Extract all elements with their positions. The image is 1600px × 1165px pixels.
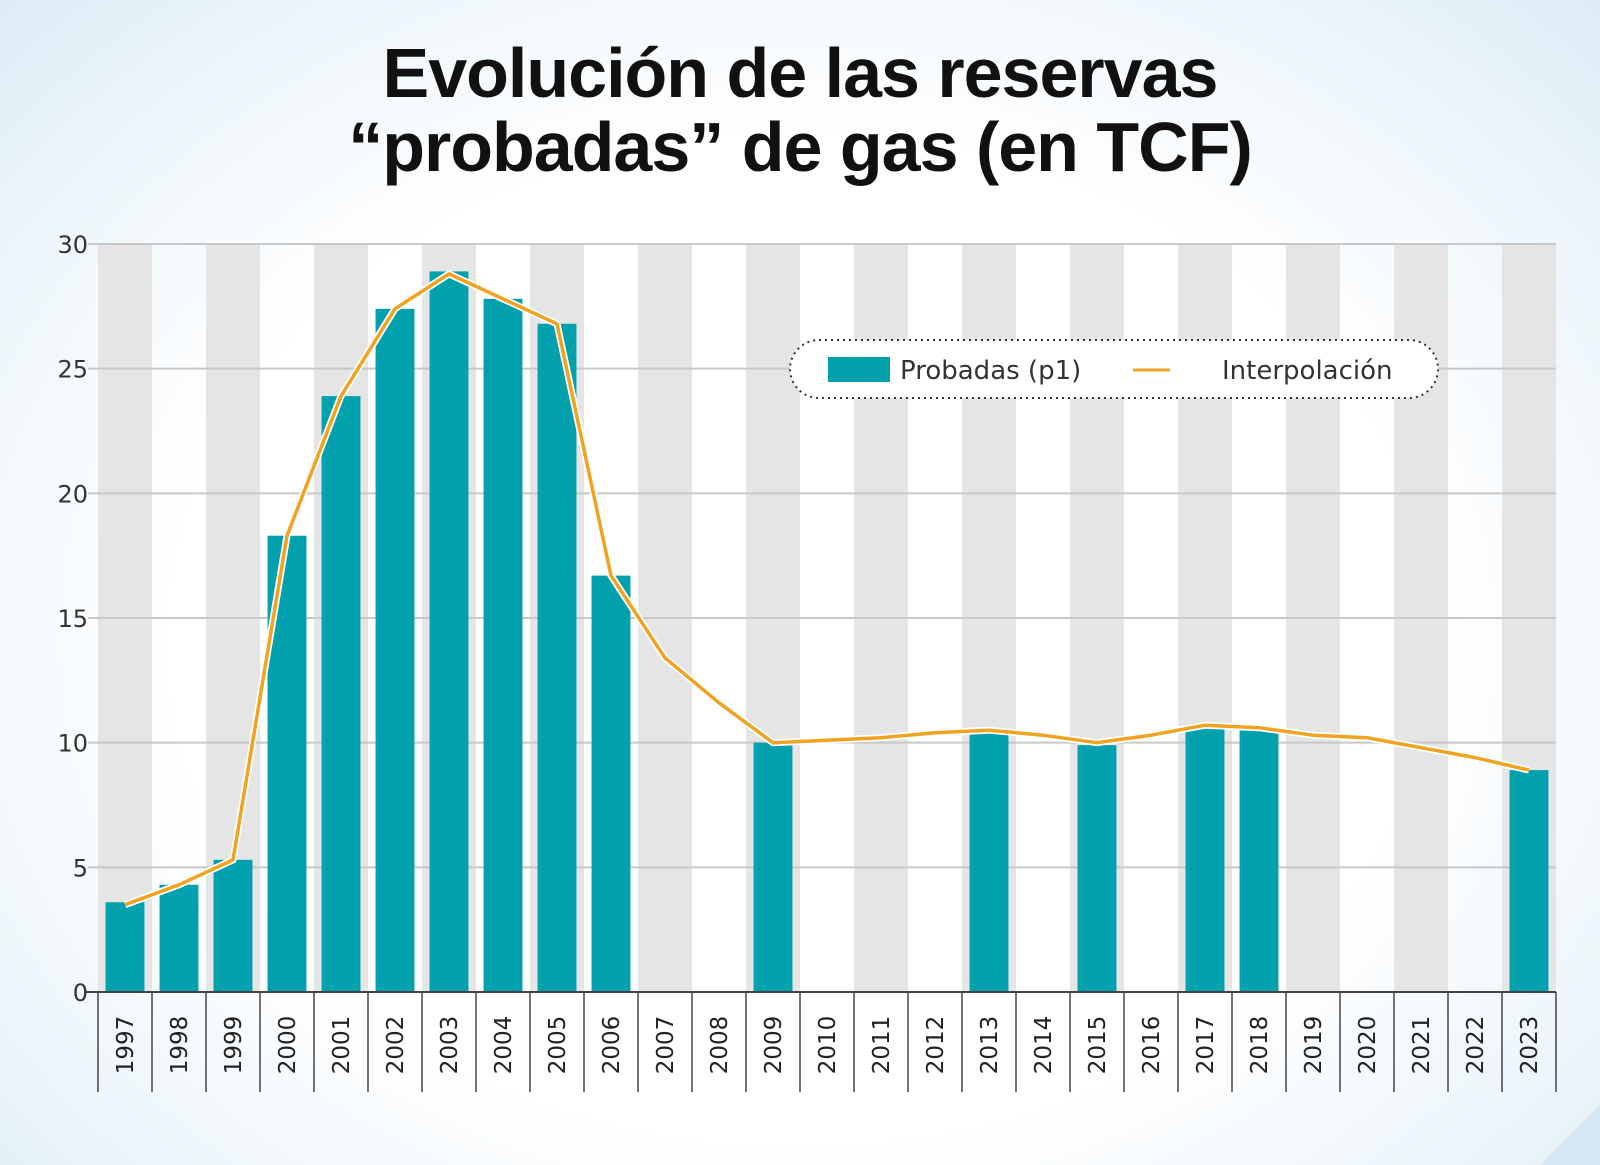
bar-2009 xyxy=(753,742,793,992)
bar-2023 xyxy=(1509,770,1549,992)
x-tick-2020: 2020 xyxy=(1355,1016,1381,1075)
y-tick-25: 25 xyxy=(57,356,88,384)
x-tick-2010: 2010 xyxy=(815,1016,841,1075)
bar-1997 xyxy=(105,902,145,992)
x-tick-2022: 2022 xyxy=(1463,1016,1489,1075)
chart-title: Evolución de las reservas “probadas” de … xyxy=(0,36,1600,184)
x-tick-2003: 2003 xyxy=(437,1016,463,1075)
axes xyxy=(86,991,1557,1092)
bar-2013 xyxy=(969,732,1009,992)
x-tick-1997: 1997 xyxy=(113,1016,139,1075)
bar-2018 xyxy=(1239,730,1279,992)
x-tick-2016: 2016 xyxy=(1139,1016,1165,1075)
x-tick-2006: 2006 xyxy=(599,1016,625,1075)
x-tick-2013: 2013 xyxy=(977,1016,1003,1075)
x-tick-2023: 2023 xyxy=(1517,1016,1543,1075)
x-tick-2007: 2007 xyxy=(653,1016,679,1075)
corner-decoration xyxy=(1540,1105,1600,1165)
y-tick-labels: 0 5 10 15 20 25 30 xyxy=(57,231,88,1007)
x-tick-1999: 1999 xyxy=(221,1016,247,1075)
bar-2006 xyxy=(591,575,631,992)
interpolation-line-path xyxy=(124,272,1530,907)
bar-2005 xyxy=(537,323,577,993)
title-line-2: “probadas” de gas (en TCF) xyxy=(348,108,1253,186)
x-tick-2001: 2001 xyxy=(329,1016,355,1075)
interpolation-line xyxy=(123,270,1530,908)
x-tick-2019: 2019 xyxy=(1301,1016,1327,1075)
x-tick-2008: 2008 xyxy=(707,1016,733,1075)
bar-1999 xyxy=(213,859,253,992)
legend-label-interpolacion: Interpolación xyxy=(1222,356,1393,386)
bar-2002 xyxy=(375,308,415,992)
y-tick-15: 15 xyxy=(57,605,88,633)
x-tick-2012: 2012 xyxy=(923,1016,949,1075)
y-tick-0: 0 xyxy=(73,979,88,1007)
x-tick-2011: 2011 xyxy=(869,1016,895,1075)
bar-2004 xyxy=(483,298,523,992)
bar-2017 xyxy=(1185,727,1225,992)
y-tick-30: 30 xyxy=(57,231,88,259)
legend-bar-swatch xyxy=(828,357,890,382)
x-tick-2002: 2002 xyxy=(383,1016,409,1075)
legend-box xyxy=(789,339,1439,399)
x-tick-2009: 2009 xyxy=(761,1016,787,1075)
bar-2001 xyxy=(321,396,361,992)
x-tick-2004: 2004 xyxy=(491,1016,517,1075)
bar-2015 xyxy=(1077,745,1117,992)
legend-label-probadas: Probadas (p1) xyxy=(900,356,1081,386)
legend: Probadas (p1) Interpolación xyxy=(789,339,1439,399)
x-tick-2005: 2005 xyxy=(545,1016,571,1075)
x-tick-2017: 2017 xyxy=(1193,1016,1219,1075)
y-tick-5: 5 xyxy=(73,854,88,882)
x-tick-2021: 2021 xyxy=(1409,1016,1435,1075)
x-tick-2018: 2018 xyxy=(1247,1016,1273,1075)
bars xyxy=(105,271,1549,993)
x-tick-labels: 1997 1998 1999 2000 2001 2002 2003 2004 2005 2006… xyxy=(113,1016,1543,1075)
x-tick-2015: 2015 xyxy=(1085,1016,1111,1075)
title-line-1: Evolución de las reservas xyxy=(382,34,1219,112)
y-tick-20: 20 xyxy=(57,480,88,508)
x-tick-1998: 1998 xyxy=(167,1016,193,1075)
y-tick-10: 10 xyxy=(57,730,88,758)
x-tick-2014: 2014 xyxy=(1031,1016,1057,1075)
bar-2003 xyxy=(429,271,469,993)
x-tick-2000: 2000 xyxy=(275,1016,301,1075)
bar-1998 xyxy=(159,884,199,992)
